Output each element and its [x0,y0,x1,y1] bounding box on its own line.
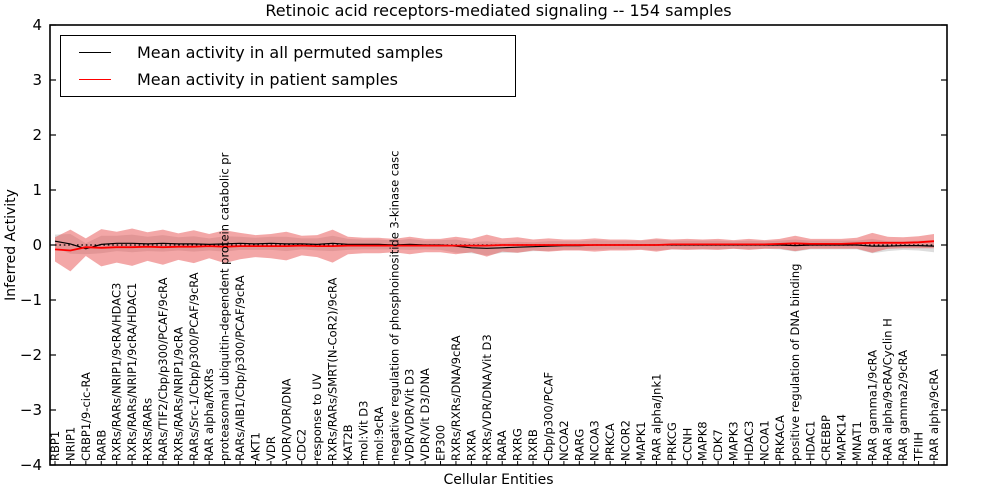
x-tick-label: mol:Vit D3 [356,401,370,461]
legend-item-permuted: Mean activity in all permuted samples [77,43,515,62]
x-tick-label: Cbp/p300/PCAF [541,372,555,461]
x-tick-label: VDR/VDR/DNA [279,378,293,461]
x-tick-label: RXRs/RARs/NRIP1/9cRA/HDAC3 [110,283,124,461]
axes-frame [49,24,948,466]
x-tick-label: CCNH [680,428,694,461]
x-tick-label: MAPK8 [696,421,710,461]
legend-permuted-line-icon [79,52,111,54]
x-tick-label: RBP1 [48,431,62,461]
series-line-permuted [54,240,935,250]
x-tick-label: RXRs/VDR/DNA/Vit D3 [480,334,494,461]
x-tick-label: HDAC1 [804,421,818,461]
legend-patient-line-icon [79,78,111,80]
x-tick-label: mol:9cRA [372,407,386,461]
x-tick-label: proteasomal ubiquitin-dependent protein … [218,152,232,461]
y-tick-label: 4 [32,16,42,34]
x-tick-label: CREBBP [819,415,833,461]
confidence-band-patient [55,228,934,272]
x-tick-label: VDR [264,436,278,461]
x-tick-label: NCOA1 [757,420,771,461]
x-tick-label: TFIIH [912,432,926,462]
x-tick-label: NCOA2 [557,420,571,461]
x-tick-label: RXRs/RARs [141,398,155,461]
legend-label-patient: Mean activity in patient samples [137,69,398,89]
x-tick-label: AKT1 [248,432,262,461]
x-tick-label: NCOA3 [588,420,602,461]
y-tick-label: −3 [20,401,42,419]
x-tick-label: RXRG [511,428,525,461]
x-tick-label: RAR gamma2/9cRA [896,350,910,461]
x-tick-label: NCOR2 [619,420,633,461]
y-tick-label: −1 [20,291,42,309]
x-tick-label: VDR/VDR/Vit D3 [403,369,417,461]
x-tick-label: RXRB [526,429,540,461]
x-tick-label: RARs/TIF2/Cbp/p300/PCAF/9cRA [156,277,170,461]
x-tick-label: NRIP1 [63,427,77,461]
x-tick-label: RARA [495,430,509,461]
x-tick-label: MAPK3 [727,421,741,461]
x-tick-label: RARs/AIB1/Cbp/p300/PCAF/9cRA [233,275,247,461]
series-line-patient [54,240,935,252]
x-axis-label: Cellular Entities [443,472,554,488]
x-tick-label: RXRs/RARs/SMRT(N-CoR2)/9cRA [326,277,340,461]
x-tick-label: RARG [572,429,586,461]
y-tick-label: 3 [32,71,42,89]
x-tick-label: CDK7 [711,429,725,461]
x-tick-label: RXRs/RARs/NRIP1/9cRA [171,327,185,461]
x-tick-label: RXRs/RARs/NRIP1/9cRA/HDAC1 [125,283,139,461]
x-tick-label: negative regulation of phosphoinositide … [387,150,401,461]
x-tick-label: positive regulation of DNA binding [788,264,802,461]
x-tick-label: KAT2B [341,424,355,461]
x-tick-label: RAR alpha/9cRA/Cyclin H [881,318,895,461]
x-tick-label: RAR alpha/Jnk1 [649,374,663,461]
chart-title: Retinoic acid receptors-mediated signali… [265,1,732,20]
x-tick-label: MAPK1 [634,421,648,461]
x-tick-label: RAR alpha/RXRs [202,368,216,461]
x-tick-label: VDR/Vit D3/DNA [418,368,432,461]
legend-label-permuted: Mean activity in all permuted samples [137,43,444,63]
x-tick-label: RARs/Src-1/Cbp/p300/PCAF/9cRA [187,272,201,461]
x-tick-label: MNAT1 [850,421,864,461]
x-tick-label: RARB [94,430,108,461]
y-tick-label: −4 [20,456,42,474]
y-tick-label: 2 [32,126,42,144]
y-tick-label: −2 [20,346,42,364]
x-tick-label: HDAC3 [742,421,756,461]
x-tick-label: RXRA [464,430,478,461]
legend-item-patient: Mean activity in patient samples [77,70,515,89]
x-tick-label: PRKCG [665,422,679,461]
legend: Mean activity in all permuted samples Me… [60,35,516,97]
x-tick-label: CRBP1/9-cic-RA [79,372,93,461]
x-tick-label: CDC2 [295,429,309,461]
x-tick-label: PRKACA [773,415,787,461]
x-tick-label: RXRs/RXRs/DNA/9cRA [449,335,463,461]
x-tick-label: MAPK14 [834,414,848,461]
y-tick-label: 1 [32,181,42,199]
x-tick-label: RAR alpha/9cRA [927,369,941,461]
y-tick-label: 0 [32,236,42,254]
x-tick-label: PRKCA [603,423,617,461]
x-tick-label: response to UV [310,373,324,461]
x-tick-label: RAR gamma1/9cRA [865,350,879,461]
x-tick-label: EP300 [434,425,448,461]
